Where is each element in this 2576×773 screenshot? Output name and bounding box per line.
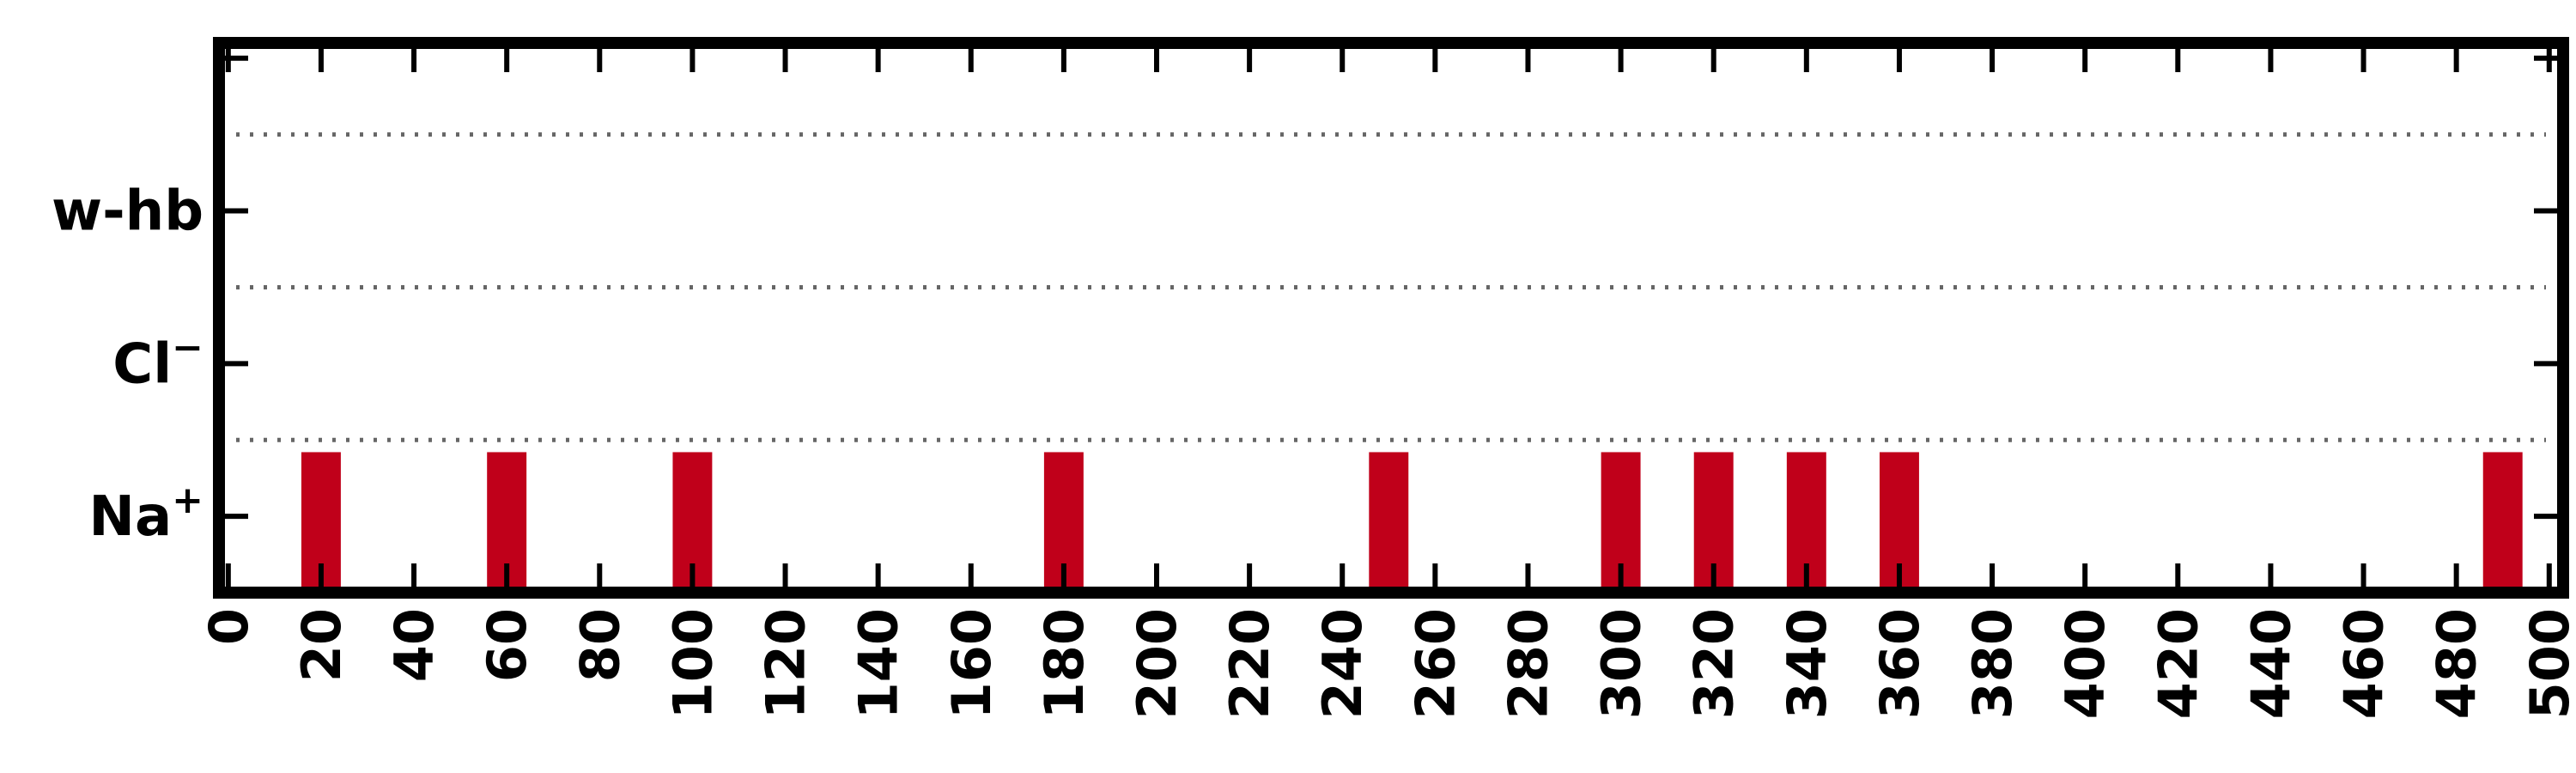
x-tick-label-18: 360 <box>1868 608 1931 719</box>
y-tick-label-0: Na+ <box>88 478 204 549</box>
bar-0-9 <box>2482 452 2523 593</box>
plot-frame <box>213 37 2569 599</box>
x-tick-label-22: 440 <box>2239 608 2302 719</box>
x-tick-label-9: 180 <box>1033 608 1096 719</box>
grid-lines <box>236 132 2546 442</box>
x-tick-label-10: 200 <box>1126 608 1188 719</box>
x-tick-label-6: 120 <box>755 608 817 719</box>
x-tick-label-17: 340 <box>1776 608 1838 719</box>
x-tick-label-5: 100 <box>661 608 724 719</box>
x-tick-label-2: 40 <box>383 608 446 682</box>
x-tick-label-21: 420 <box>2147 608 2209 719</box>
x-tick-label-7: 140 <box>848 608 910 719</box>
bar-0-4 <box>1369 452 1409 593</box>
x-tick-label-0: 0 <box>197 608 260 645</box>
x-tick-label-15: 300 <box>1590 608 1653 719</box>
x-tick-label-3: 60 <box>476 608 538 682</box>
x-tick-label-11: 220 <box>1218 608 1281 719</box>
x-tick-label-24: 480 <box>2426 608 2488 719</box>
x-tick-label-23: 460 <box>2333 608 2396 719</box>
x-tick-labels: 0 20 40 60 80 100 120 140 160 180 200 220 240 260 280 3… <box>197 608 2576 719</box>
y-tick-label-1: Cl− <box>112 326 204 396</box>
y-tick-labels: Na+ Cl− w-hb <box>52 180 204 550</box>
x-tick-label-4: 80 <box>568 608 631 682</box>
x-tick-label-1: 20 <box>290 608 353 682</box>
x-tick-label-25: 500 <box>2518 608 2576 719</box>
x-tick-label-20: 400 <box>2054 608 2117 719</box>
bars <box>301 452 2523 593</box>
x-tick-label-12: 240 <box>1311 608 1374 719</box>
x-tick-label-16: 320 <box>1683 608 1746 719</box>
x-tick-label-13: 260 <box>1404 608 1467 719</box>
x-tick-label-19: 380 <box>1961 608 2024 719</box>
x-tick-label-14: 280 <box>1497 608 1559 719</box>
x-tick-label-8: 160 <box>940 608 1003 719</box>
y-tick-label-2: w-hb <box>52 180 204 244</box>
